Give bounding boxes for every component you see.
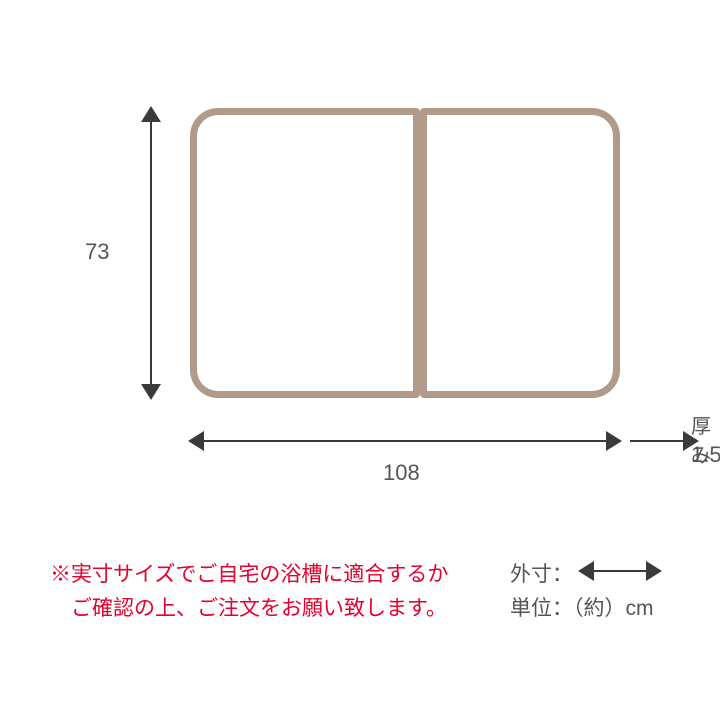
diagram-canvas: 73 108 厚み 1.5 ※実寸サイズでご自宅の浴槽に適合するか ご確認の上、… <box>0 0 720 720</box>
height-arrow-head-top <box>141 106 161 122</box>
note-line1: ※実寸サイズでご自宅の浴槽に適合するか <box>50 558 448 592</box>
legend-arrow-head-right <box>646 561 662 581</box>
panel-right <box>420 108 620 398</box>
width-label: 108 <box>383 460 420 486</box>
legend-gaisun: 外寸： <box>510 558 573 588</box>
height-arrow-line <box>150 108 152 398</box>
height-arrow-head-bottom <box>141 384 161 400</box>
thickness-value: 1.5 <box>691 442 720 468</box>
width-arrow-head-left <box>188 431 204 451</box>
height-label: 73 <box>85 239 109 265</box>
panel-left <box>190 108 420 398</box>
thickness-arrow-line <box>630 440 685 442</box>
legend-arrow-head-left <box>578 561 594 581</box>
width-arrow-head-right <box>606 431 622 451</box>
legend-unit: 単位：（約）cm <box>510 592 654 622</box>
note-line2: ご確認の上、ご注文をお願い致します。 <box>50 592 447 626</box>
width-arrow-line <box>190 440 620 442</box>
